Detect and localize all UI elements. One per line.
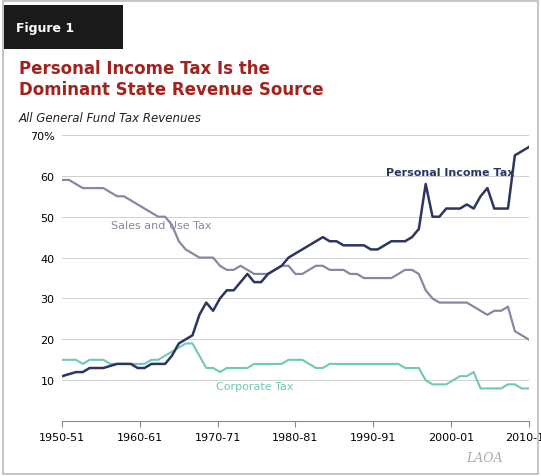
Text: Corporate Tax: Corporate Tax	[216, 382, 294, 392]
Text: Personal Income Tax: Personal Income Tax	[386, 168, 514, 178]
Text: All General Fund Tax Revenues: All General Fund Tax Revenues	[19, 112, 202, 125]
Text: Sales and Use Tax: Sales and Use Tax	[111, 220, 212, 230]
Text: Personal Income Tax Is the
Dominant State Revenue Source: Personal Income Tax Is the Dominant Stat…	[19, 60, 324, 99]
Text: Figure 1: Figure 1	[16, 21, 74, 35]
Text: LAOA: LAOA	[467, 451, 503, 464]
